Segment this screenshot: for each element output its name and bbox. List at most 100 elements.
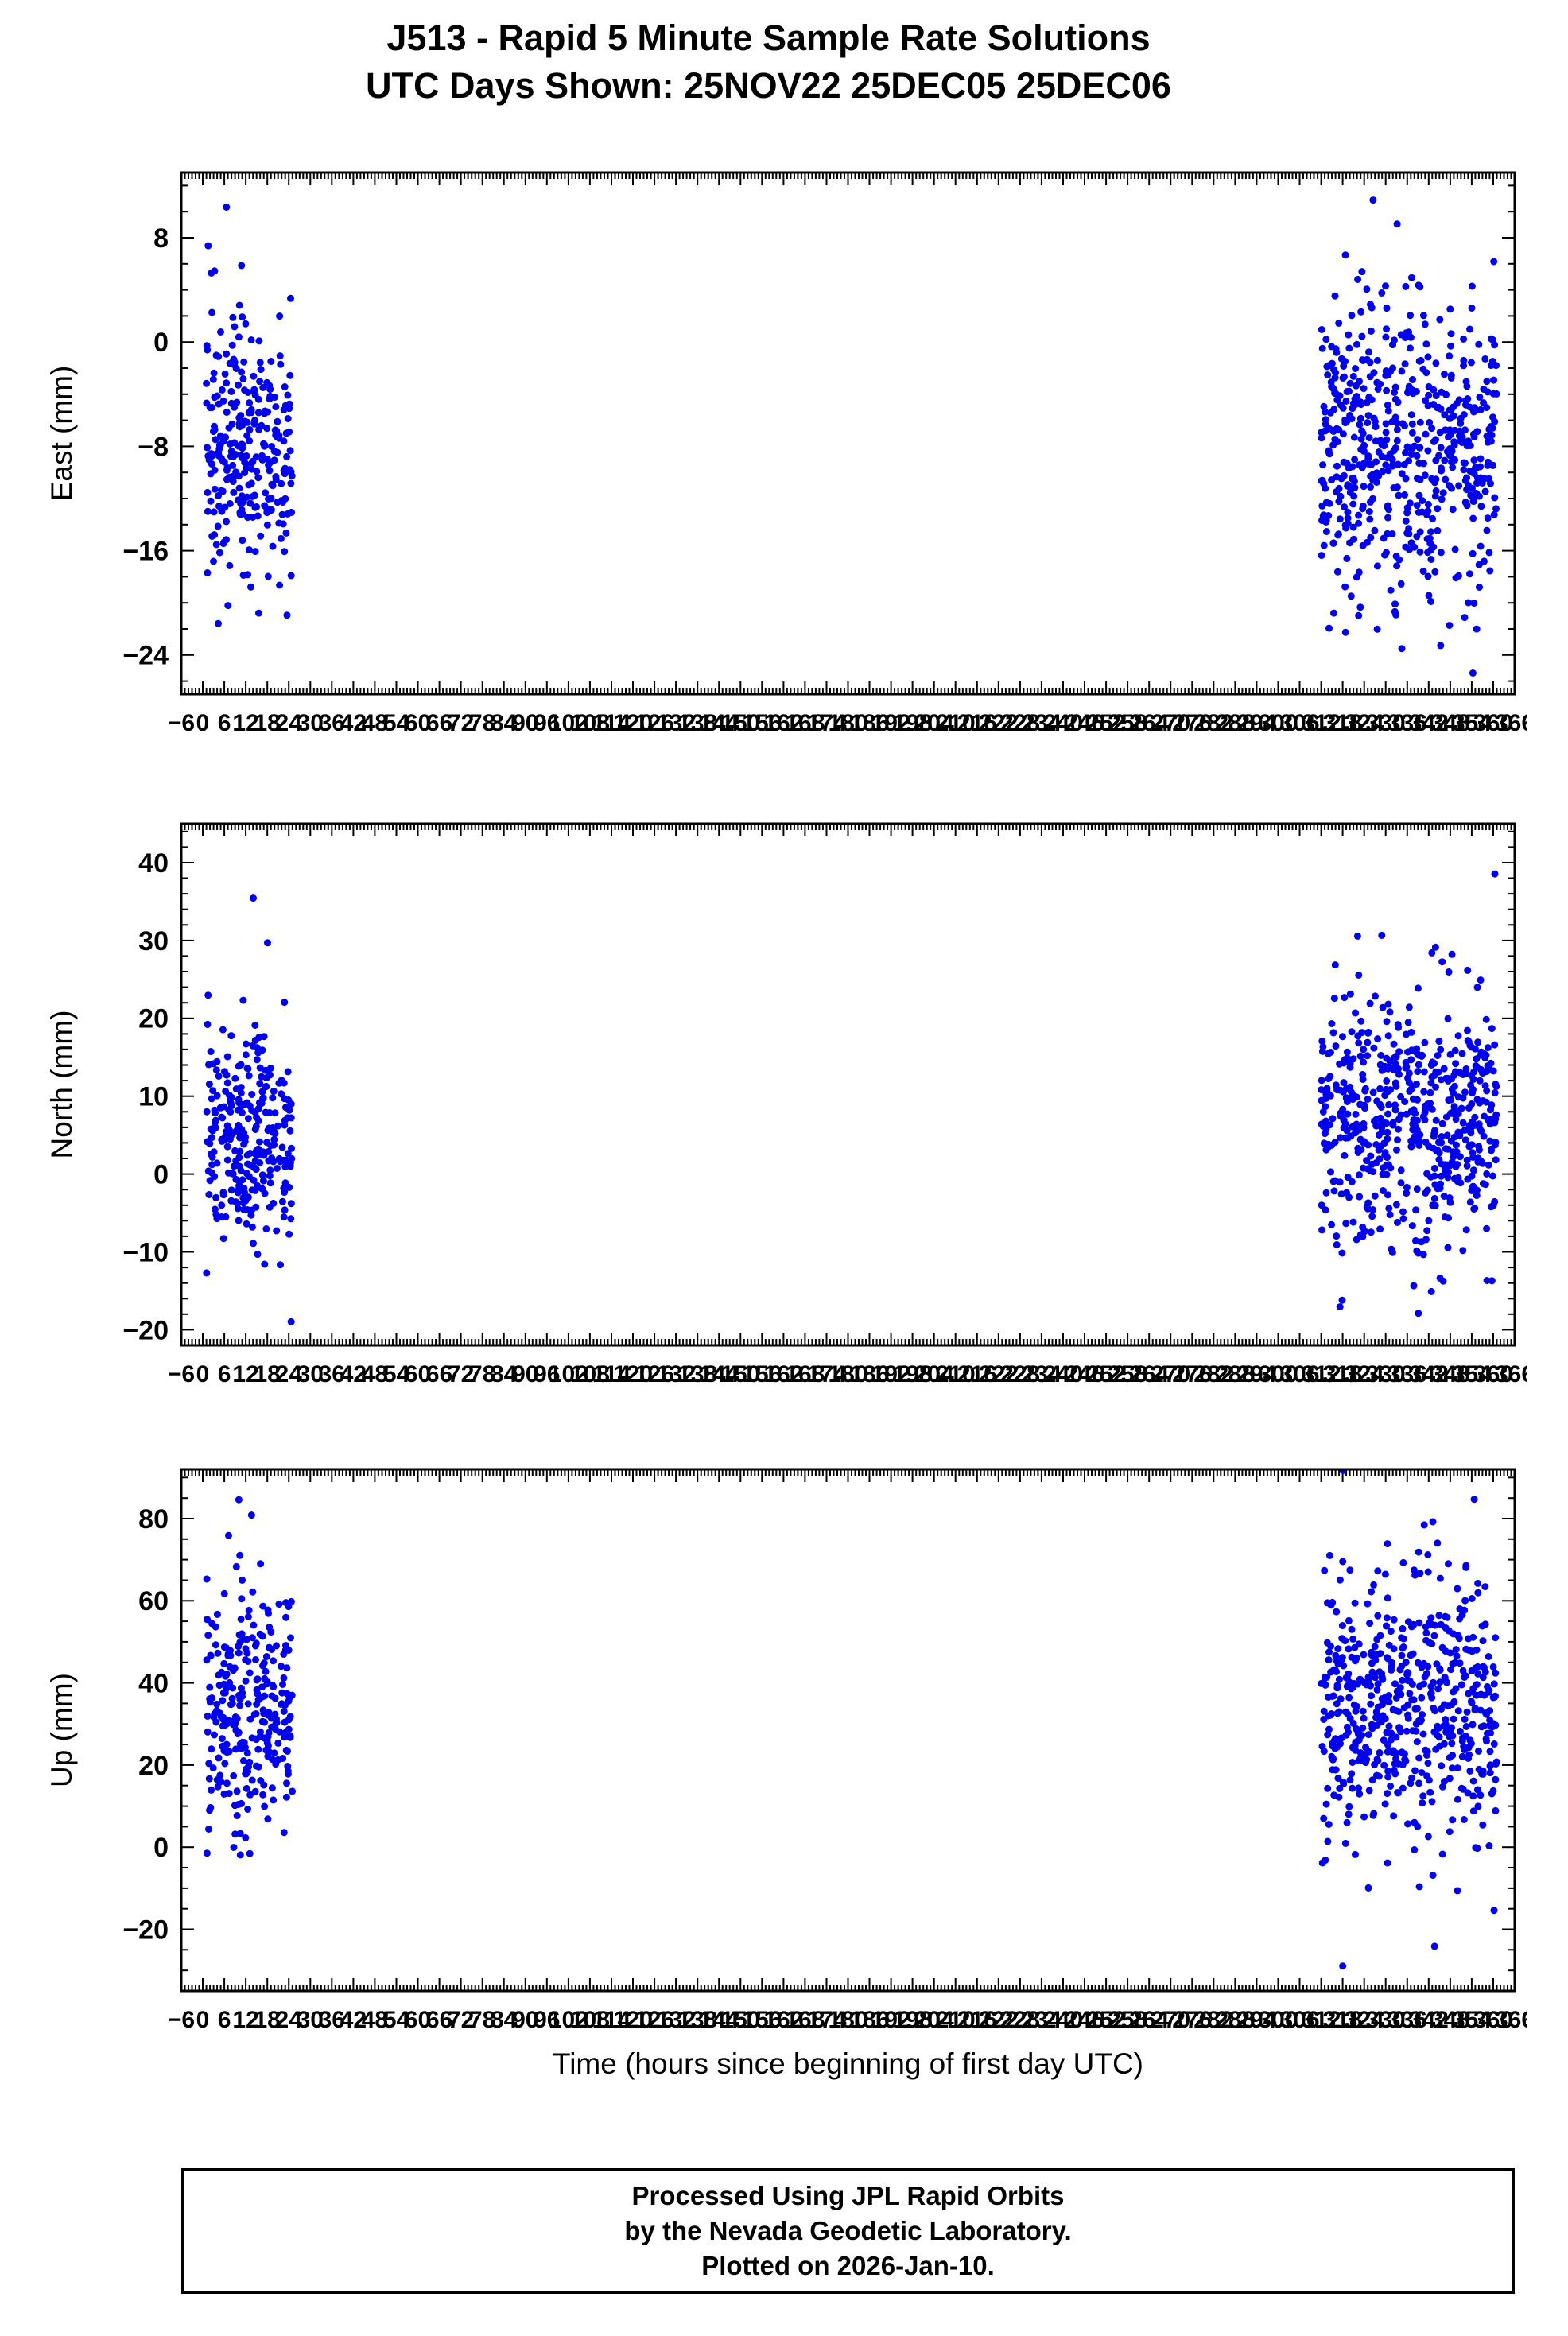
svg-text:120: 120	[613, 2007, 653, 2033]
svg-text:42: 42	[340, 2007, 367, 2033]
svg-text:288: 288	[1215, 710, 1255, 736]
svg-text:162: 162	[763, 710, 803, 736]
svg-text:318: 318	[1323, 2007, 1363, 2033]
svg-text:108: 108	[570, 710, 610, 736]
svg-text:168: 168	[785, 2007, 825, 2033]
footer-line-3: Plotted on 2026-Jan-10.	[701, 2251, 995, 2280]
svg-text:24: 24	[276, 1361, 303, 1387]
svg-text:288: 288	[1215, 1361, 1255, 1387]
svg-text:282: 282	[1193, 1361, 1233, 1387]
svg-text:216: 216	[957, 1361, 997, 1387]
svg-text:336: 336	[1388, 710, 1427, 736]
svg-text:180: 180	[828, 710, 867, 736]
svg-text:186: 186	[849, 710, 889, 736]
svg-text:186: 186	[849, 1361, 889, 1387]
svg-text:258: 258	[1108, 710, 1147, 736]
svg-text:246: 246	[1065, 2007, 1104, 2033]
svg-text:366: 366	[1495, 710, 1527, 736]
svg-text:342: 342	[1409, 1361, 1449, 1387]
svg-text:0: 0	[196, 1361, 210, 1387]
svg-text:198: 198	[893, 710, 933, 736]
svg-text:306: 306	[1279, 1361, 1319, 1387]
svg-text:−6: −6	[168, 2007, 195, 2033]
svg-text:264: 264	[1129, 2007, 1169, 2033]
svg-text:210: 210	[936, 1361, 976, 1387]
svg-text:54: 54	[383, 2007, 410, 2033]
svg-text:240: 240	[1043, 2007, 1083, 2033]
svg-text:174: 174	[806, 1361, 846, 1387]
svg-text:−10: −10	[122, 1237, 169, 1267]
svg-text:270: 270	[1151, 2007, 1190, 2033]
svg-text:−16: −16	[122, 537, 169, 567]
svg-text:264: 264	[1129, 1361, 1169, 1387]
svg-text:192: 192	[871, 1361, 911, 1387]
svg-text:12: 12	[232, 2007, 258, 2033]
svg-text:282: 282	[1193, 2007, 1233, 2033]
svg-text:354: 354	[1452, 2007, 1492, 2033]
svg-text:276: 276	[1172, 1361, 1212, 1387]
svg-text:114: 114	[592, 1361, 631, 1387]
svg-text:312: 312	[1302, 710, 1341, 736]
svg-text:138: 138	[677, 710, 717, 736]
svg-text:306: 306	[1279, 2007, 1319, 2033]
svg-text:114: 114	[592, 710, 631, 736]
east-scatter-plot: −24−16−808−6 0 6 12182430364248546066727884…	[122, 171, 1527, 736]
svg-text:84: 84	[491, 2007, 518, 2033]
svg-text:330: 330	[1366, 1361, 1406, 1387]
svg-text:144: 144	[699, 1361, 739, 1387]
svg-text:168: 168	[785, 1361, 825, 1387]
svg-text:264: 264	[1129, 710, 1169, 736]
svg-text:306: 306	[1279, 710, 1319, 736]
svg-text:60: 60	[405, 710, 431, 736]
svg-text:240: 240	[1043, 710, 1083, 736]
svg-text:354: 354	[1452, 1361, 1492, 1387]
svg-text:40: 40	[138, 848, 169, 879]
svg-text:36: 36	[319, 710, 345, 736]
svg-text:78: 78	[469, 2007, 495, 2033]
svg-text:324: 324	[1345, 2007, 1384, 2033]
svg-text:318: 318	[1323, 1361, 1363, 1387]
svg-text:72: 72	[448, 1361, 474, 1387]
svg-text:366: 366	[1495, 1361, 1527, 1387]
svg-text:6: 6	[218, 710, 231, 736]
svg-text:252: 252	[1086, 710, 1126, 736]
svg-text:96: 96	[534, 1361, 560, 1387]
svg-text:204: 204	[914, 710, 954, 736]
svg-text:114: 114	[592, 2007, 631, 2033]
svg-text:228: 228	[1000, 710, 1040, 736]
svg-text:126: 126	[635, 710, 674, 736]
svg-text:−20: −20	[122, 1315, 169, 1345]
footer-line-2: by the Nevada Geodetic Laboratory.	[624, 2216, 1072, 2245]
chart-title: J513 - Rapid 5 Minute Sample Rate Soluti…	[386, 17, 1151, 58]
svg-text:144: 144	[699, 710, 739, 736]
svg-text:90: 90	[512, 1361, 538, 1387]
svg-text:−6: −6	[168, 710, 195, 736]
svg-text:336: 336	[1388, 1361, 1427, 1387]
svg-text:360: 360	[1473, 1361, 1513, 1387]
svg-text:30: 30	[138, 926, 169, 957]
svg-text:30: 30	[297, 2007, 324, 2033]
svg-text:162: 162	[763, 1361, 803, 1387]
svg-text:192: 192	[871, 710, 911, 736]
svg-text:6: 6	[218, 2007, 231, 2033]
svg-text:96: 96	[534, 710, 560, 736]
svg-text:36: 36	[319, 1361, 345, 1387]
svg-text:330: 330	[1366, 2007, 1406, 2033]
svg-text:174: 174	[806, 710, 846, 736]
svg-text:42: 42	[340, 1361, 367, 1387]
svg-text:12: 12	[232, 1361, 258, 1387]
svg-text:234: 234	[1022, 710, 1062, 736]
svg-text:24: 24	[276, 2007, 303, 2033]
svg-text:48: 48	[362, 1361, 388, 1387]
svg-text:162: 162	[763, 2007, 803, 2033]
svg-text:258: 258	[1108, 2007, 1147, 2033]
svg-text:60: 60	[405, 2007, 431, 2033]
svg-text:342: 342	[1409, 710, 1449, 736]
svg-text:174: 174	[806, 2007, 846, 2033]
svg-text:30: 30	[297, 1361, 324, 1387]
svg-text:366: 366	[1495, 2007, 1527, 2033]
svg-text:180: 180	[828, 1361, 867, 1387]
svg-text:54: 54	[383, 1361, 410, 1387]
